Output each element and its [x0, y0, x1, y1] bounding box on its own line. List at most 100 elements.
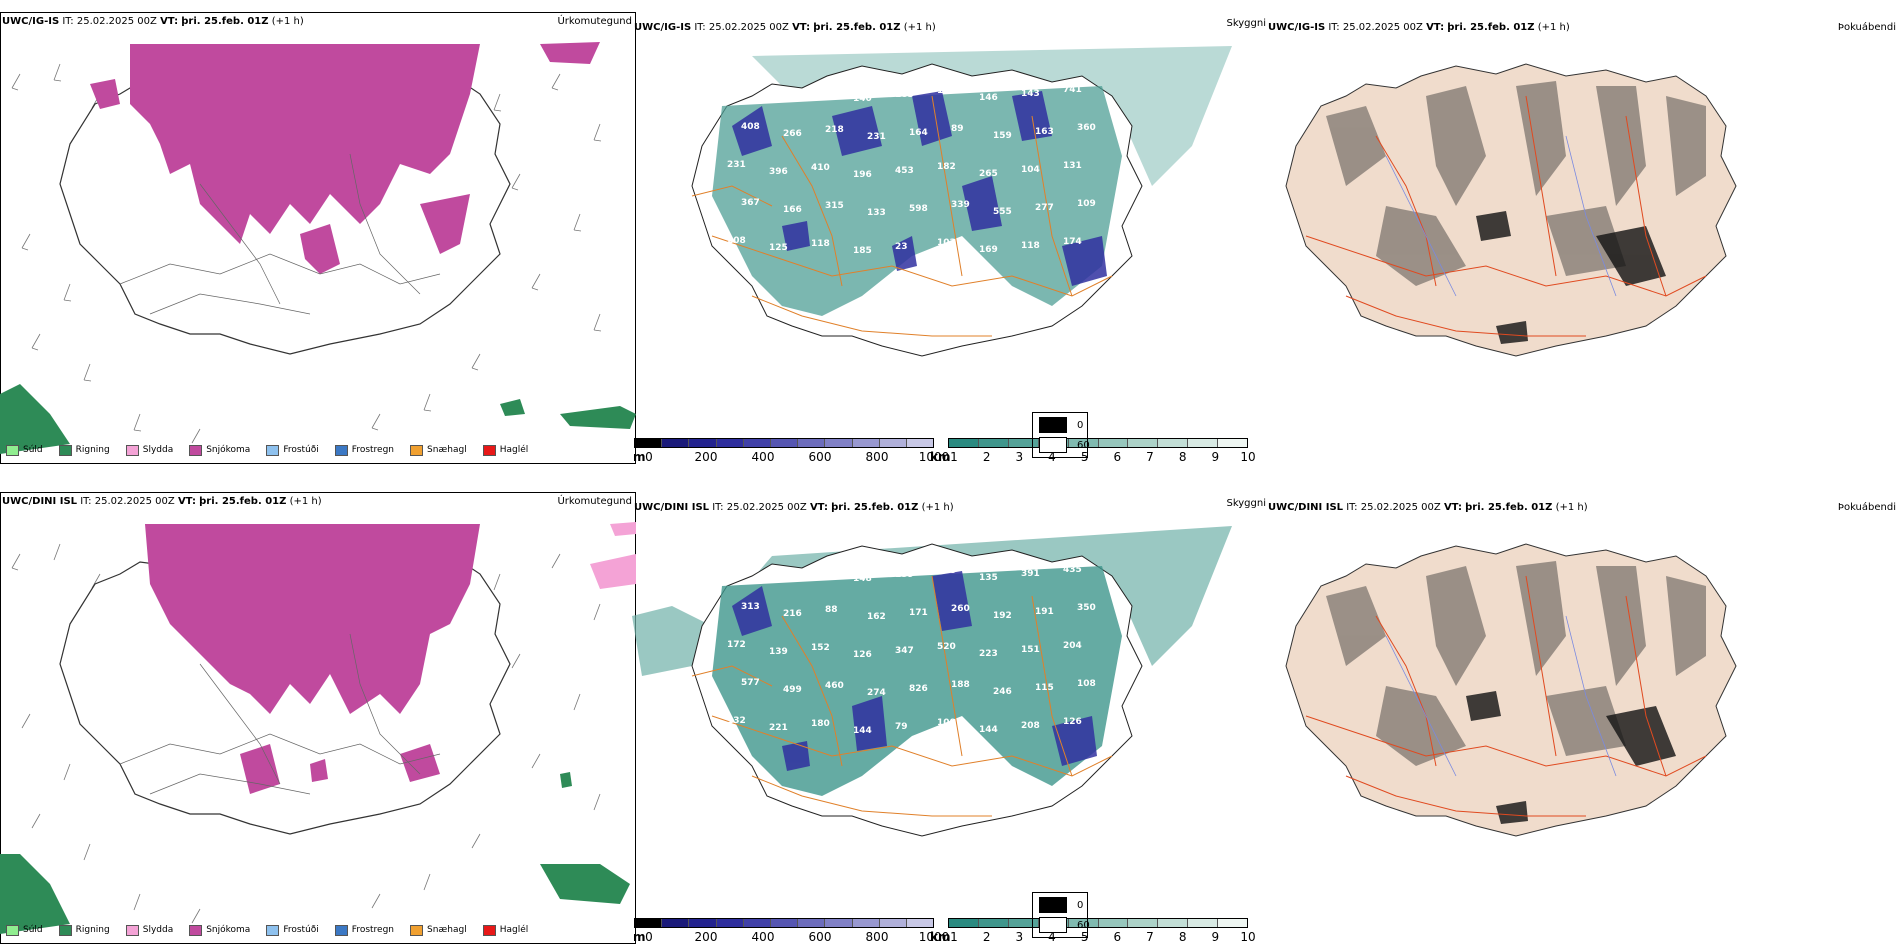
cloud-base-label: 266	[783, 129, 802, 139]
cloud-base-label: 125	[769, 243, 788, 253]
panel-title: Þokuábendi	[1837, 502, 1896, 513]
panel-title: Skyggni	[1226, 498, 1266, 509]
scale-tick-label: 800	[865, 930, 889, 944]
panel-header: UWC/IG-IS IT: 25.02.2025 00Z VT: þri. 25…	[1268, 22, 1570, 33]
cloud-base-label: 826	[909, 684, 928, 694]
scale-cell	[1158, 919, 1189, 927]
panel-header: UWC/DINI ISL IT: 25.02.2025 00Z VT: þri.…	[2, 496, 322, 507]
cloud-base-label: 192	[993, 611, 1012, 621]
cloud-base-label: 166	[783, 205, 802, 215]
scale-cell	[1158, 439, 1189, 447]
scale-tick-label: 10	[1240, 930, 1256, 944]
cloud-base-label: 350	[1077, 603, 1096, 613]
scale-cell	[662, 439, 690, 447]
precip-legend: Súld Rigning Slydda Snjókoma Frostúði Fr…	[0, 440, 642, 460]
cloud-base-label: 185	[853, 246, 872, 256]
cloud-base-label: 216	[783, 609, 802, 619]
cloud-base-label: 163	[1035, 127, 1054, 137]
cloud-base-label: 89	[951, 124, 964, 134]
legend-item: Frostúði	[266, 444, 319, 456]
precip-map	[0, 522, 636, 934]
scale-tick-label: 10	[1240, 450, 1256, 464]
cloud-base-label: 118	[811, 239, 830, 249]
scale-tick-label: 6	[1113, 930, 1122, 944]
cloud-base-label: 100	[937, 718, 956, 728]
cloud-base-label: 246	[993, 687, 1012, 697]
scale-cell	[852, 919, 880, 927]
scale-cell	[716, 919, 744, 927]
scale-cell	[949, 439, 979, 447]
visibility-scale: 1 2 3 4 5 6 7 8 9 10 km	[930, 438, 1256, 464]
cloud-base-label: 104	[1021, 165, 1040, 175]
cloud-base-label: 169	[979, 245, 998, 255]
scale-cell	[978, 919, 1009, 927]
cloud-base-label: 148	[853, 574, 872, 584]
cloud-base-label: 577	[741, 678, 760, 688]
cloud-base-label: 88	[825, 605, 838, 615]
scale-tick-label: 1000	[918, 930, 950, 944]
cloud-base-label: 140	[853, 94, 872, 104]
cloud-base-label: 151	[1021, 645, 1040, 655]
height-scale: 0 200 400 600 800 1000 m	[633, 918, 949, 944]
cloud-base-label: 159	[993, 131, 1012, 141]
cloud-base-label: 108	[1077, 679, 1096, 689]
panel-header: UWC/DINI ISL IT: 25.02.2025 00Z VT: þri.…	[1268, 502, 1588, 513]
scale-cell	[635, 919, 663, 927]
scale-cell	[770, 919, 799, 927]
legend-item: Rigning	[58, 444, 110, 456]
scale-cell	[825, 439, 853, 447]
scale-cell	[1068, 919, 1099, 927]
cloud-base-label: 396	[769, 167, 788, 177]
panel-header: UWC/IG-IS IT: 25.02.2025 00Z VT: þri. 25…	[634, 22, 936, 33]
legend-item: Súld	[6, 924, 43, 936]
panel-title: Skyggni	[1226, 18, 1266, 29]
cloud-base-label: 360	[1077, 123, 1096, 133]
cloud-base-label: 151	[727, 84, 746, 94]
cloud-base-label: 555	[993, 207, 1012, 217]
scale-tick-label: 0	[645, 450, 653, 464]
cloud-base-label: 164	[937, 86, 956, 96]
scale-cell	[1188, 439, 1219, 447]
cloud-base-label: 118	[1021, 241, 1040, 251]
scale-cell	[1098, 439, 1129, 447]
cloud-base-label: 126	[1063, 717, 1082, 727]
scale-cell	[1008, 439, 1039, 447]
cloud-base-label: 146	[979, 93, 998, 103]
fog-legend: 0 60	[1032, 892, 1090, 938]
cloud-base-label: 115	[1035, 683, 1054, 693]
scale-cell	[1218, 919, 1248, 927]
cloud-base-label: 520	[937, 642, 956, 652]
scale-cell	[1068, 439, 1099, 447]
scale-tick-label: 2	[982, 450, 991, 464]
cloud-base-label: 218	[825, 125, 844, 135]
cloud-base-label: 453	[895, 166, 914, 176]
panel-title: Úrkomutegund	[557, 16, 632, 27]
scale-cell	[662, 919, 690, 927]
fog-map	[1285, 63, 1737, 357]
visibility-scale: 1 2 3 4 5 6 7 8 9 10 km	[930, 918, 1256, 944]
fog-map	[1285, 543, 1737, 837]
scale-tick-label: 800	[865, 450, 889, 464]
scale-cell	[1128, 919, 1159, 927]
cloud-base-label: 260	[951, 604, 970, 614]
scale-tick-label: 400	[751, 930, 775, 944]
cloud-base-label: 313	[741, 602, 760, 612]
cloud-base-label: 231	[727, 160, 746, 170]
scale-cell	[689, 439, 717, 447]
legend-item: Slydda	[125, 444, 173, 456]
cloud-base-label: 131	[1063, 161, 1082, 171]
scale-cell	[1008, 919, 1039, 927]
cloud-base-label: 499	[783, 685, 802, 695]
scale-cell	[716, 439, 744, 447]
cloud-base-label: 391	[1021, 569, 1040, 579]
scale-cell	[1098, 919, 1129, 927]
cloud-base-label: 135	[979, 573, 998, 583]
legend-item: Slydda	[125, 924, 173, 936]
cloud-base-label: 277	[1035, 203, 1054, 213]
cloud-base-label: 182	[937, 162, 956, 172]
scale-cell	[743, 439, 771, 447]
cloud-base-label: 144	[853, 726, 872, 736]
panel-header: UWC/IG-IS IT: 25.02.2025 00Z VT: þri. 25…	[2, 16, 304, 27]
cloud-base-label: 460	[825, 681, 844, 691]
